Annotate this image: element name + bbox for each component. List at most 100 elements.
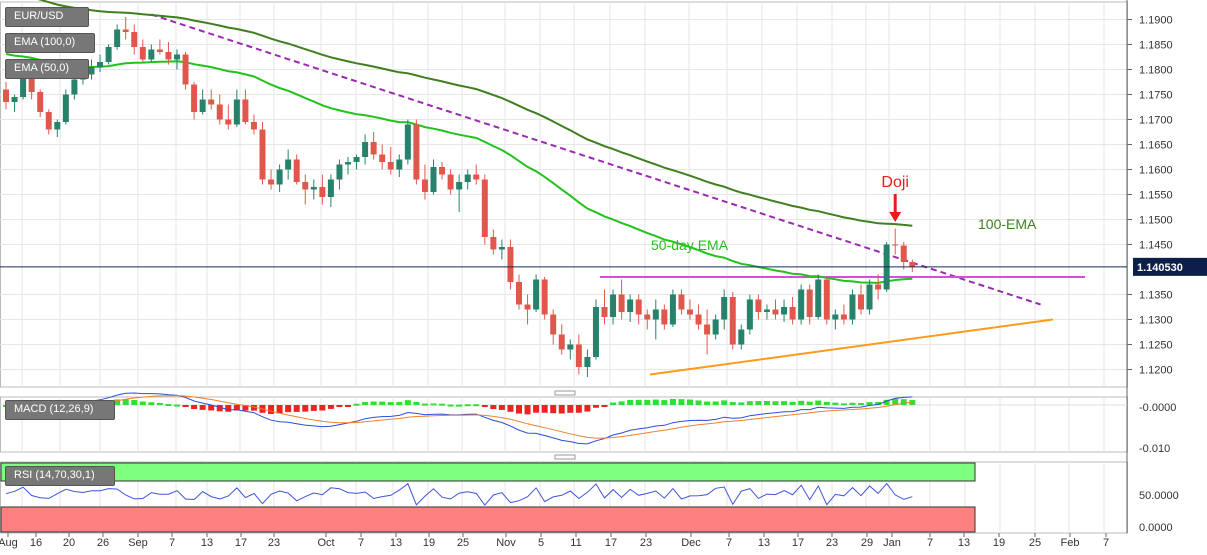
time-tick-label: Sep [128, 537, 148, 549]
macd-hist-bar [430, 403, 437, 406]
candle-body [182, 54, 189, 85]
macd-hist-bar [644, 399, 651, 405]
candle-body [746, 299, 753, 330]
macd-hist-bar [763, 400, 770, 405]
candle-body [721, 297, 728, 320]
macd-hist-bar [704, 401, 711, 405]
macd-hist-bar [421, 403, 428, 406]
macd-hist-bar [174, 404, 180, 407]
candle-body [54, 122, 61, 130]
candle-body [840, 314, 847, 320]
macd-hist-bar [387, 402, 394, 405]
candle-body [114, 29, 121, 47]
macd-hist-bar [379, 401, 386, 405]
macd-hist-bar [404, 400, 411, 405]
candle-body [729, 297, 736, 345]
macd-hist-bar [345, 405, 351, 407]
time-tick-label: 23 [268, 537, 280, 549]
candle-body [763, 309, 770, 312]
macd-hist-bar [618, 401, 625, 405]
candle-body [610, 294, 617, 317]
macd-hist-bar [336, 405, 343, 407]
macd-hist-bar [729, 402, 736, 405]
candle-body [362, 142, 369, 157]
macd-hist-bar [353, 403, 360, 406]
rsi-legend[interactable]: RSI (14,70,30,1) [5, 466, 115, 486]
price-tick-label: 1.1500 [1139, 215, 1173, 227]
macd-hist-bar [114, 399, 121, 405]
candle-body [507, 247, 514, 282]
candle-body [533, 279, 540, 310]
candle-body [105, 47, 112, 62]
candle-body [618, 294, 625, 312]
macd-hist-bar [806, 401, 813, 405]
candle-body [216, 104, 223, 120]
candle-body [37, 92, 44, 112]
time-tick-label: 25 [457, 537, 469, 549]
macd-hist-bar [481, 405, 488, 407]
legend-ema50[interactable]: EMA (50,0) [5, 59, 89, 79]
candle-body [71, 79, 78, 95]
candle-body [208, 99, 215, 105]
macd-hist-bar [165, 404, 172, 407]
candle-body [823, 279, 830, 320]
macd-hist-bar [139, 401, 146, 405]
macd-hist-bar [832, 402, 839, 405]
time-tick-label: 7 [726, 537, 732, 549]
macd-hist-bar [883, 399, 890, 405]
candle-body [781, 307, 788, 315]
candle-body [806, 289, 813, 317]
candle-body [892, 244, 899, 246]
macd-hist-bar [669, 398, 676, 405]
time-tick-label: 13 [390, 537, 402, 549]
pane-handle-macd [554, 390, 576, 396]
time-tick-label: 23 [826, 537, 838, 549]
candle-body [738, 329, 745, 345]
candle-body [250, 122, 257, 130]
candle-body [584, 357, 591, 367]
price-tick-label: 1.1600 [1139, 165, 1173, 177]
time-tick-label: Jan [883, 537, 901, 549]
candle-body [858, 294, 864, 310]
candle-body [11, 97, 18, 102]
time-tick-label: 17 [235, 537, 247, 549]
price-tick-label: 1.1650 [1139, 140, 1173, 152]
legend-ema50-label: EMA (50,0) [14, 62, 70, 74]
macd-hist-bar [473, 404, 480, 407]
macd-hist-bar [875, 401, 882, 405]
candle-body [447, 174, 454, 190]
time-tick-label: 20 [63, 537, 75, 549]
macd-hist-bar [849, 402, 856, 405]
macd-signal-line [5, 395, 913, 439]
pane-handle-rsi [554, 454, 576, 460]
macd-hist-bar [225, 405, 232, 412]
candle-body [345, 162, 351, 165]
price-tick-label: 1.1850 [1139, 40, 1173, 52]
time-tick-label: 13 [758, 537, 770, 549]
candle-body [353, 157, 360, 162]
price-tick-label: 1.1350 [1139, 290, 1173, 302]
time-tick-label: 26 [97, 537, 109, 549]
macd-hist-bar [276, 405, 283, 414]
macd-tick-label: -0.0000 [1139, 402, 1176, 414]
candle-body [498, 247, 505, 250]
time-tick-label: 11 [570, 537, 581, 549]
legend-ema100[interactable]: EMA (100,0) [5, 33, 95, 53]
macd-hist-bar [592, 405, 599, 408]
macd-hist-bar [268, 405, 275, 414]
macd-hist-bar [721, 400, 728, 405]
macd-legend[interactable]: MACD (12,26,9) [5, 400, 115, 420]
price-tick-label: 1.1750 [1139, 90, 1173, 102]
candle-body [191, 84, 198, 112]
candle-body [242, 99, 249, 122]
candle-body [669, 294, 676, 325]
candle-body [276, 169, 283, 185]
time-tick-label: 29 [861, 537, 873, 549]
macd-hist-bar [498, 405, 505, 410]
legend-symbol[interactable]: EUR/USD [5, 7, 89, 27]
macd-hist-bar [310, 405, 317, 411]
ema50-annotation: 50-day EMA [651, 237, 729, 253]
macd-tick-label: -0.010 [1139, 443, 1170, 455]
candle-body [285, 159, 292, 170]
